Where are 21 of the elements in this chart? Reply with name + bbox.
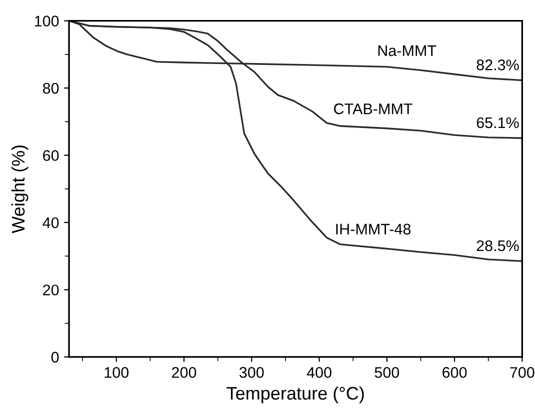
x-axis-title: Temperature (°C) bbox=[226, 386, 364, 404]
series-label: Na-MMT bbox=[378, 45, 436, 56]
x-tick-label: 400 bbox=[306, 367, 332, 378]
y-tick-label: 100 bbox=[34, 16, 59, 26]
y-tick-label: 40 bbox=[42, 217, 59, 228]
y-tick-label: 60 bbox=[43, 150, 59, 161]
y-tick-label: 20 bbox=[43, 284, 59, 296]
y-axis-title: Weight (%) bbox=[11, 145, 28, 234]
x-tick-label: 100 bbox=[104, 367, 129, 378]
series-label: CTAB-MMT bbox=[334, 103, 412, 114]
x-tick-label: 300 bbox=[239, 367, 264, 378]
series-label: IH-MMT-48 bbox=[336, 224, 411, 235]
annotation: 65.1% bbox=[476, 117, 519, 128]
x-tick-label: 700 bbox=[510, 367, 534, 378]
y-tick-label: 80 bbox=[42, 82, 59, 94]
x-tick-label: 600 bbox=[442, 367, 467, 378]
annotation: 82.3% bbox=[476, 60, 519, 70]
annotation: 28.5% bbox=[476, 240, 519, 252]
x-tick-label: 500 bbox=[374, 367, 400, 378]
y-tick-label: 0 bbox=[51, 352, 59, 363]
x-tick-label: 200 bbox=[172, 367, 196, 378]
